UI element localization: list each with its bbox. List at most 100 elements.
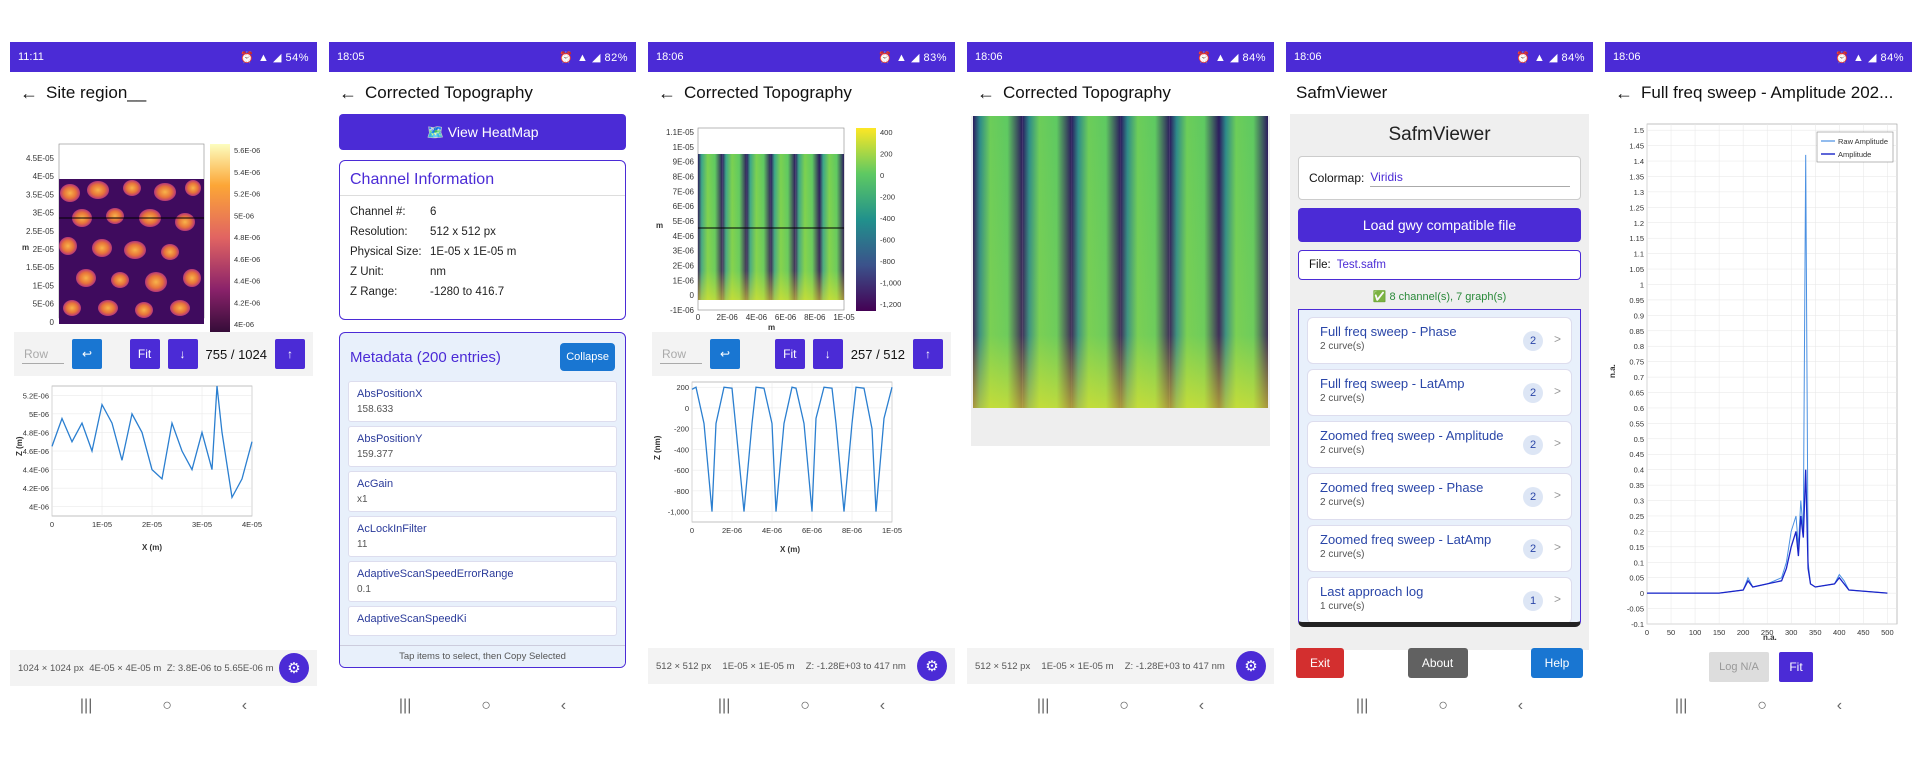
graph-list-item[interactable]: Full freq sweep - LatAmp 2 curve(s) 2 > <box>1307 369 1572 416</box>
bottom-buttons: Exit About Help <box>1296 648 1583 678</box>
arrow-down-button[interactable]: ↓ <box>812 339 843 369</box>
fit-button[interactable]: Fit <box>774 339 805 369</box>
x-tick-label: 2E-05 <box>142 520 162 529</box>
graph-list[interactable]: Full freq sweep - Phase 2 curve(s) 2 > Full … <box>1298 309 1581 627</box>
graph-list-item[interactable]: Last approach log 1 curve(s) 1 > <box>1307 577 1572 622</box>
colorbar-tick: 0 <box>880 171 884 180</box>
status-time: 18:06 <box>656 51 684 63</box>
log-button[interactable]: Log N/A <box>1709 652 1769 682</box>
metadata-value: 11 <box>357 539 368 550</box>
metadata-list[interactable]: AbsPositionX 158.633 AbsPositionY 159.377 Ac… <box>340 381 625 636</box>
load-file-button[interactable]: Load gwy compatible file <box>1298 208 1581 242</box>
back-nav-icon[interactable]: ‹ <box>560 697 567 714</box>
tick-label: 1.5E-05 <box>26 263 55 272</box>
recents-icon[interactable]: ||| <box>1674 697 1688 714</box>
map-x-ticks: 0 2E-06 4E-06 6E-06 8E-06 1E-05 <box>696 313 855 322</box>
y-tick-label: 0.1 <box>1634 558 1644 567</box>
tick-label: 2.5E-05 <box>26 227 55 236</box>
status-battery: ⏰ ▲ ◢ 84% <box>1197 51 1266 64</box>
tick-label: 0 <box>50 318 55 327</box>
status-bar: 18:06 ⏰ ▲ ◢ 83% <box>648 42 955 72</box>
y-tick-label: 5E-06 <box>29 410 49 419</box>
x-tick-label: 200 <box>1737 628 1750 637</box>
y-tick-label: 1.5 <box>1634 126 1644 135</box>
back-arrow-icon[interactable]: ← <box>658 82 676 103</box>
back-nav-icon[interactable]: ‹ <box>879 697 886 714</box>
info-value: 512 x 512 px <box>430 226 496 238</box>
arrow-up-button[interactable]: ↑ <box>275 339 305 369</box>
recents-icon[interactable]: ||| <box>717 697 731 714</box>
file-field[interactable]: File: Test.safm <box>1298 250 1581 280</box>
colormap-field[interactable]: Colormap: Viridis <box>1298 156 1581 200</box>
back-nav-icon[interactable]: ‹ <box>1198 697 1205 714</box>
metadata-item[interactable]: AbsPositionX 158.633 <box>348 381 617 422</box>
status-time: 11:11 <box>18 51 44 63</box>
enter-button[interactable]: ↩ <box>710 339 740 369</box>
metadata-item[interactable]: AcGain x1 <box>348 471 617 512</box>
graph-list-item[interactable]: Full freq sweep - Phase 2 curve(s) 2 > <box>1307 317 1572 364</box>
tick-label: 4.5E-05 <box>26 154 55 163</box>
metadata-item[interactable]: AbsPositionY 159.377 <box>348 426 617 467</box>
home-icon[interactable]: ○ <box>481 697 491 714</box>
row-input[interactable]: Row <box>22 345 64 364</box>
gear-icon[interactable]: ⚙ <box>279 653 309 683</box>
y-axis-label: n.a. <box>1608 364 1617 378</box>
enter-button[interactable]: ↩ <box>72 339 102 369</box>
home-icon[interactable]: ○ <box>800 697 810 714</box>
recents-icon[interactable]: ||| <box>79 697 93 714</box>
metadata-item[interactable]: AcLockInFilter 11 <box>348 516 617 557</box>
colormap-value[interactable]: Viridis <box>1370 170 1570 187</box>
recents-icon[interactable]: ||| <box>1036 697 1050 714</box>
home-icon[interactable]: ○ <box>1119 697 1129 714</box>
back-nav-icon[interactable]: ‹ <box>1517 697 1524 714</box>
graph-list-item[interactable]: Zoomed freq sweep - Amplitude 2 curve(s) 2… <box>1307 421 1572 468</box>
page-title: Corrected Topography <box>684 83 852 102</box>
y-tick-label: 1.15 <box>1629 234 1644 243</box>
home-icon[interactable]: ○ <box>162 697 172 714</box>
graph-title: Zoomed freq sweep - Phase <box>1320 480 1484 495</box>
fit-button[interactable]: Fit <box>1779 652 1813 682</box>
arrow-down-button[interactable]: ↓ <box>167 339 198 369</box>
status-time: 18:06 <box>1613 51 1641 63</box>
profile-chart[interactable]: 5.2E-06 5E-06 4.8E-06 4.6E-06 4.4E-06 4.2E-06… <box>14 378 313 558</box>
home-icon[interactable]: ○ <box>1757 697 1767 714</box>
profile-chart[interactable]: 200 0 -200 -400 -600 -800 -1,000 0 2E-06 4E-06 6E… <box>652 378 951 558</box>
app-bar: ← Full freq sweep - Amplitude 202... <box>1605 72 1912 114</box>
graph-list-item[interactable]: Zoomed freq sweep - LatAmp 2 curve(s) 2 > <box>1307 525 1572 572</box>
row-input[interactable]: Row <box>660 345 702 364</box>
graph-list-item[interactable]: Zoomed freq sweep - Phase 2 curve(s) 2 > <box>1307 473 1572 520</box>
fit-button[interactable]: Fit <box>129 339 160 369</box>
chevron-right-icon: > <box>1553 488 1561 502</box>
android-nav-bar: ||| ○ ‹ <box>1605 688 1912 724</box>
home-icon[interactable]: ○ <box>1438 697 1448 714</box>
file-label: File: <box>1309 259 1331 271</box>
back-nav-icon[interactable]: ‹ <box>241 697 248 714</box>
about-button[interactable]: About <box>1407 648 1468 678</box>
back-arrow-icon[interactable]: ← <box>1615 82 1633 103</box>
back-nav-icon[interactable]: ‹ <box>1836 697 1843 714</box>
arrow-up-button[interactable]: ↑ <box>913 339 943 369</box>
heatmap-image[interactable] <box>973 116 1268 408</box>
gear-icon[interactable]: ⚙ <box>916 651 947 681</box>
exit-button[interactable]: Exit <box>1296 648 1344 678</box>
frequency-sweep-chart[interactable]: 1.51.451.41.351.31.251.21.151.11.0510.95… <box>1605 118 1912 678</box>
status-bar: 18:06 ⏰ ▲ ◢ 84% <box>967 42 1274 72</box>
y-ticks: 1.5 1.45 1.4 1.35 1.3 1.25 1.2 1.15 1.1 1.05 1 0.95… <box>1627 126 1644 629</box>
gear-icon[interactable]: ⚙ <box>1235 651 1266 681</box>
colorbar-tick: -1,200 <box>880 300 901 309</box>
collapse-button[interactable]: Collapse <box>560 343 615 371</box>
heatmap-plot[interactable]: 1.1E-05 1E-05 9E-06 8E-06 7E-06 6E-06 5E-06 4E-… <box>648 118 955 338</box>
y-tick-label: 0.35 <box>1629 481 1644 490</box>
back-arrow-icon[interactable]: ← <box>977 82 995 103</box>
view-heatmap-button[interactable]: 🗺️ View HeatMap <box>339 114 626 150</box>
metadata-item[interactable]: AdaptiveScanSpeedKi <box>348 606 617 636</box>
back-arrow-icon[interactable]: ← <box>20 82 38 103</box>
recents-icon[interactable]: ||| <box>398 697 412 714</box>
recents-icon[interactable]: ||| <box>1355 697 1369 714</box>
metadata-item[interactable]: AdaptiveScanSpeedErrorRange 0.1 <box>348 561 617 602</box>
help-button[interactable]: Help <box>1531 648 1583 678</box>
back-arrow-icon[interactable]: ← <box>339 82 357 103</box>
curve-badge: 2 <box>1523 331 1543 351</box>
row-controls: Row ↩ Fit ↓ 755 / 1024 ↑ <box>14 332 313 376</box>
tick-label: 8E-06 <box>804 313 826 322</box>
